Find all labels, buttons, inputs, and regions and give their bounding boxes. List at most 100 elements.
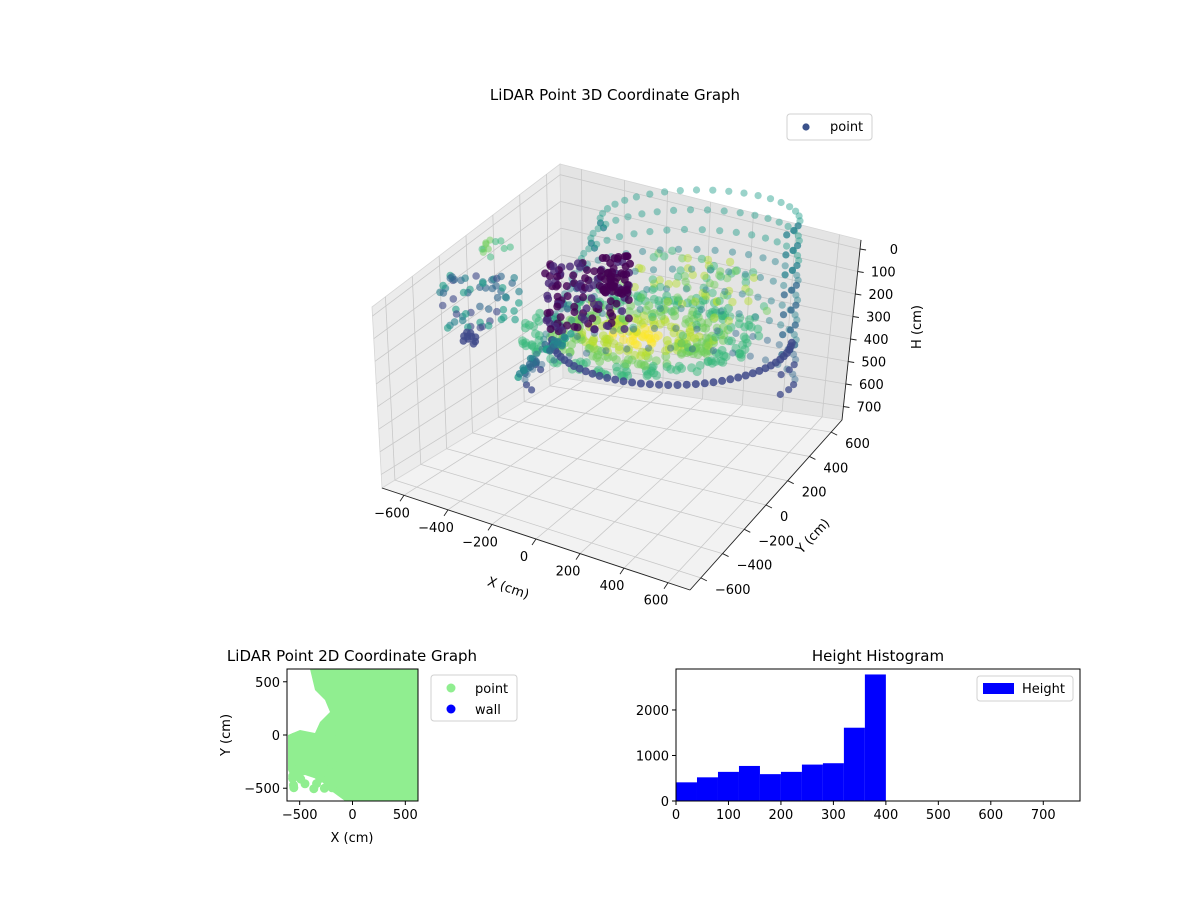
z-tick-label-3d: 600 [859,378,884,393]
point-3d [510,274,518,282]
y-tick-label-3d: 0 [780,510,788,525]
point-3d [718,322,728,332]
point-3d [697,305,706,314]
point-3d [709,378,718,387]
point-3d [698,226,706,234]
point-3d [534,316,544,326]
point-3d [702,273,711,283]
point-3d [677,348,687,358]
point-3d [639,247,647,256]
point-3d [633,291,642,301]
point-3d [755,366,764,375]
point-3d [543,314,552,323]
point-3d [492,282,500,290]
point-3d [604,268,613,277]
point-3d [463,328,471,337]
point-3d [662,362,672,372]
point-2d [315,774,325,784]
histogram-bar [780,771,802,801]
point-3d [709,347,717,355]
point-3d [640,324,650,334]
point-3d [682,315,691,324]
point-3d [596,219,605,227]
point-3d [540,335,548,343]
point-3d [726,312,735,321]
point-3d [787,306,795,314]
point-3d [472,272,480,280]
point-3d [677,299,687,309]
legend-2d-wall-marker [446,704,456,714]
point-3d [497,272,505,281]
point-2d [304,749,314,759]
x-axis-label-2d: X (cm) [331,831,374,846]
point-3d [581,367,590,376]
point-3d [670,306,680,316]
point-3d [550,356,558,364]
point-3d [623,346,633,356]
point-3d [648,361,658,371]
point-3d [751,211,759,219]
point-3d [606,297,615,306]
point-3d [644,344,653,352]
point-3d [663,226,671,234]
point-3d [558,326,567,335]
histogram-bar [738,765,760,801]
point-3d [720,310,730,320]
point-3d [777,321,785,329]
point-3d [668,308,677,317]
x-tick-label-3d: −200 [462,535,498,550]
point-3d [614,342,624,351]
point-3d [510,307,518,315]
point-3d [633,309,642,318]
point-3d [793,271,801,279]
point-3d [761,356,770,364]
point-3d [652,370,661,380]
point-3d [699,283,708,292]
point-3d [724,316,733,325]
legend-2d-wall-label: wall [475,703,501,718]
point-3d [587,239,595,247]
point-3d [731,343,741,353]
point-3d [702,291,711,301]
point-3d [580,315,589,324]
point-3d [631,267,639,275]
point-3d [688,299,698,309]
point-3d [462,310,470,318]
point-3d [677,305,685,313]
point-3d [707,358,717,368]
point-2d [334,747,344,757]
point-3d [621,262,630,271]
point-3d [511,315,519,324]
point-3d [574,283,582,292]
point-3d [563,305,572,313]
ticks-histogram: 0 100 200 300 400 500 600 700 0 1000 2000 [636,704,1056,823]
point-3d [683,254,692,263]
point-2d [309,759,319,769]
point-3d [450,318,459,326]
point-3d [709,186,717,194]
z-tick-label-3d: 0 [890,243,898,258]
point-3d [656,246,664,254]
point-2d [289,780,298,790]
point-3d [786,203,794,211]
point-3d [700,290,710,299]
point-3d [624,314,633,323]
point-3d [594,225,602,233]
point-3d [688,270,697,280]
point-3d [493,307,501,316]
point-3d [458,316,467,325]
point-3d [526,354,535,363]
point-3d [721,287,729,296]
y-tick-label-3d: 600 [845,437,870,452]
point-3d [794,222,802,230]
point-3d [570,322,579,331]
x-tick-label-hist: 200 [769,808,794,823]
point-2d [324,769,333,779]
point-3d [738,290,746,298]
point-3d [731,266,740,276]
point-3d [710,280,719,289]
point-3d [736,209,744,217]
point-3d [593,240,601,248]
point-3d [671,342,680,351]
